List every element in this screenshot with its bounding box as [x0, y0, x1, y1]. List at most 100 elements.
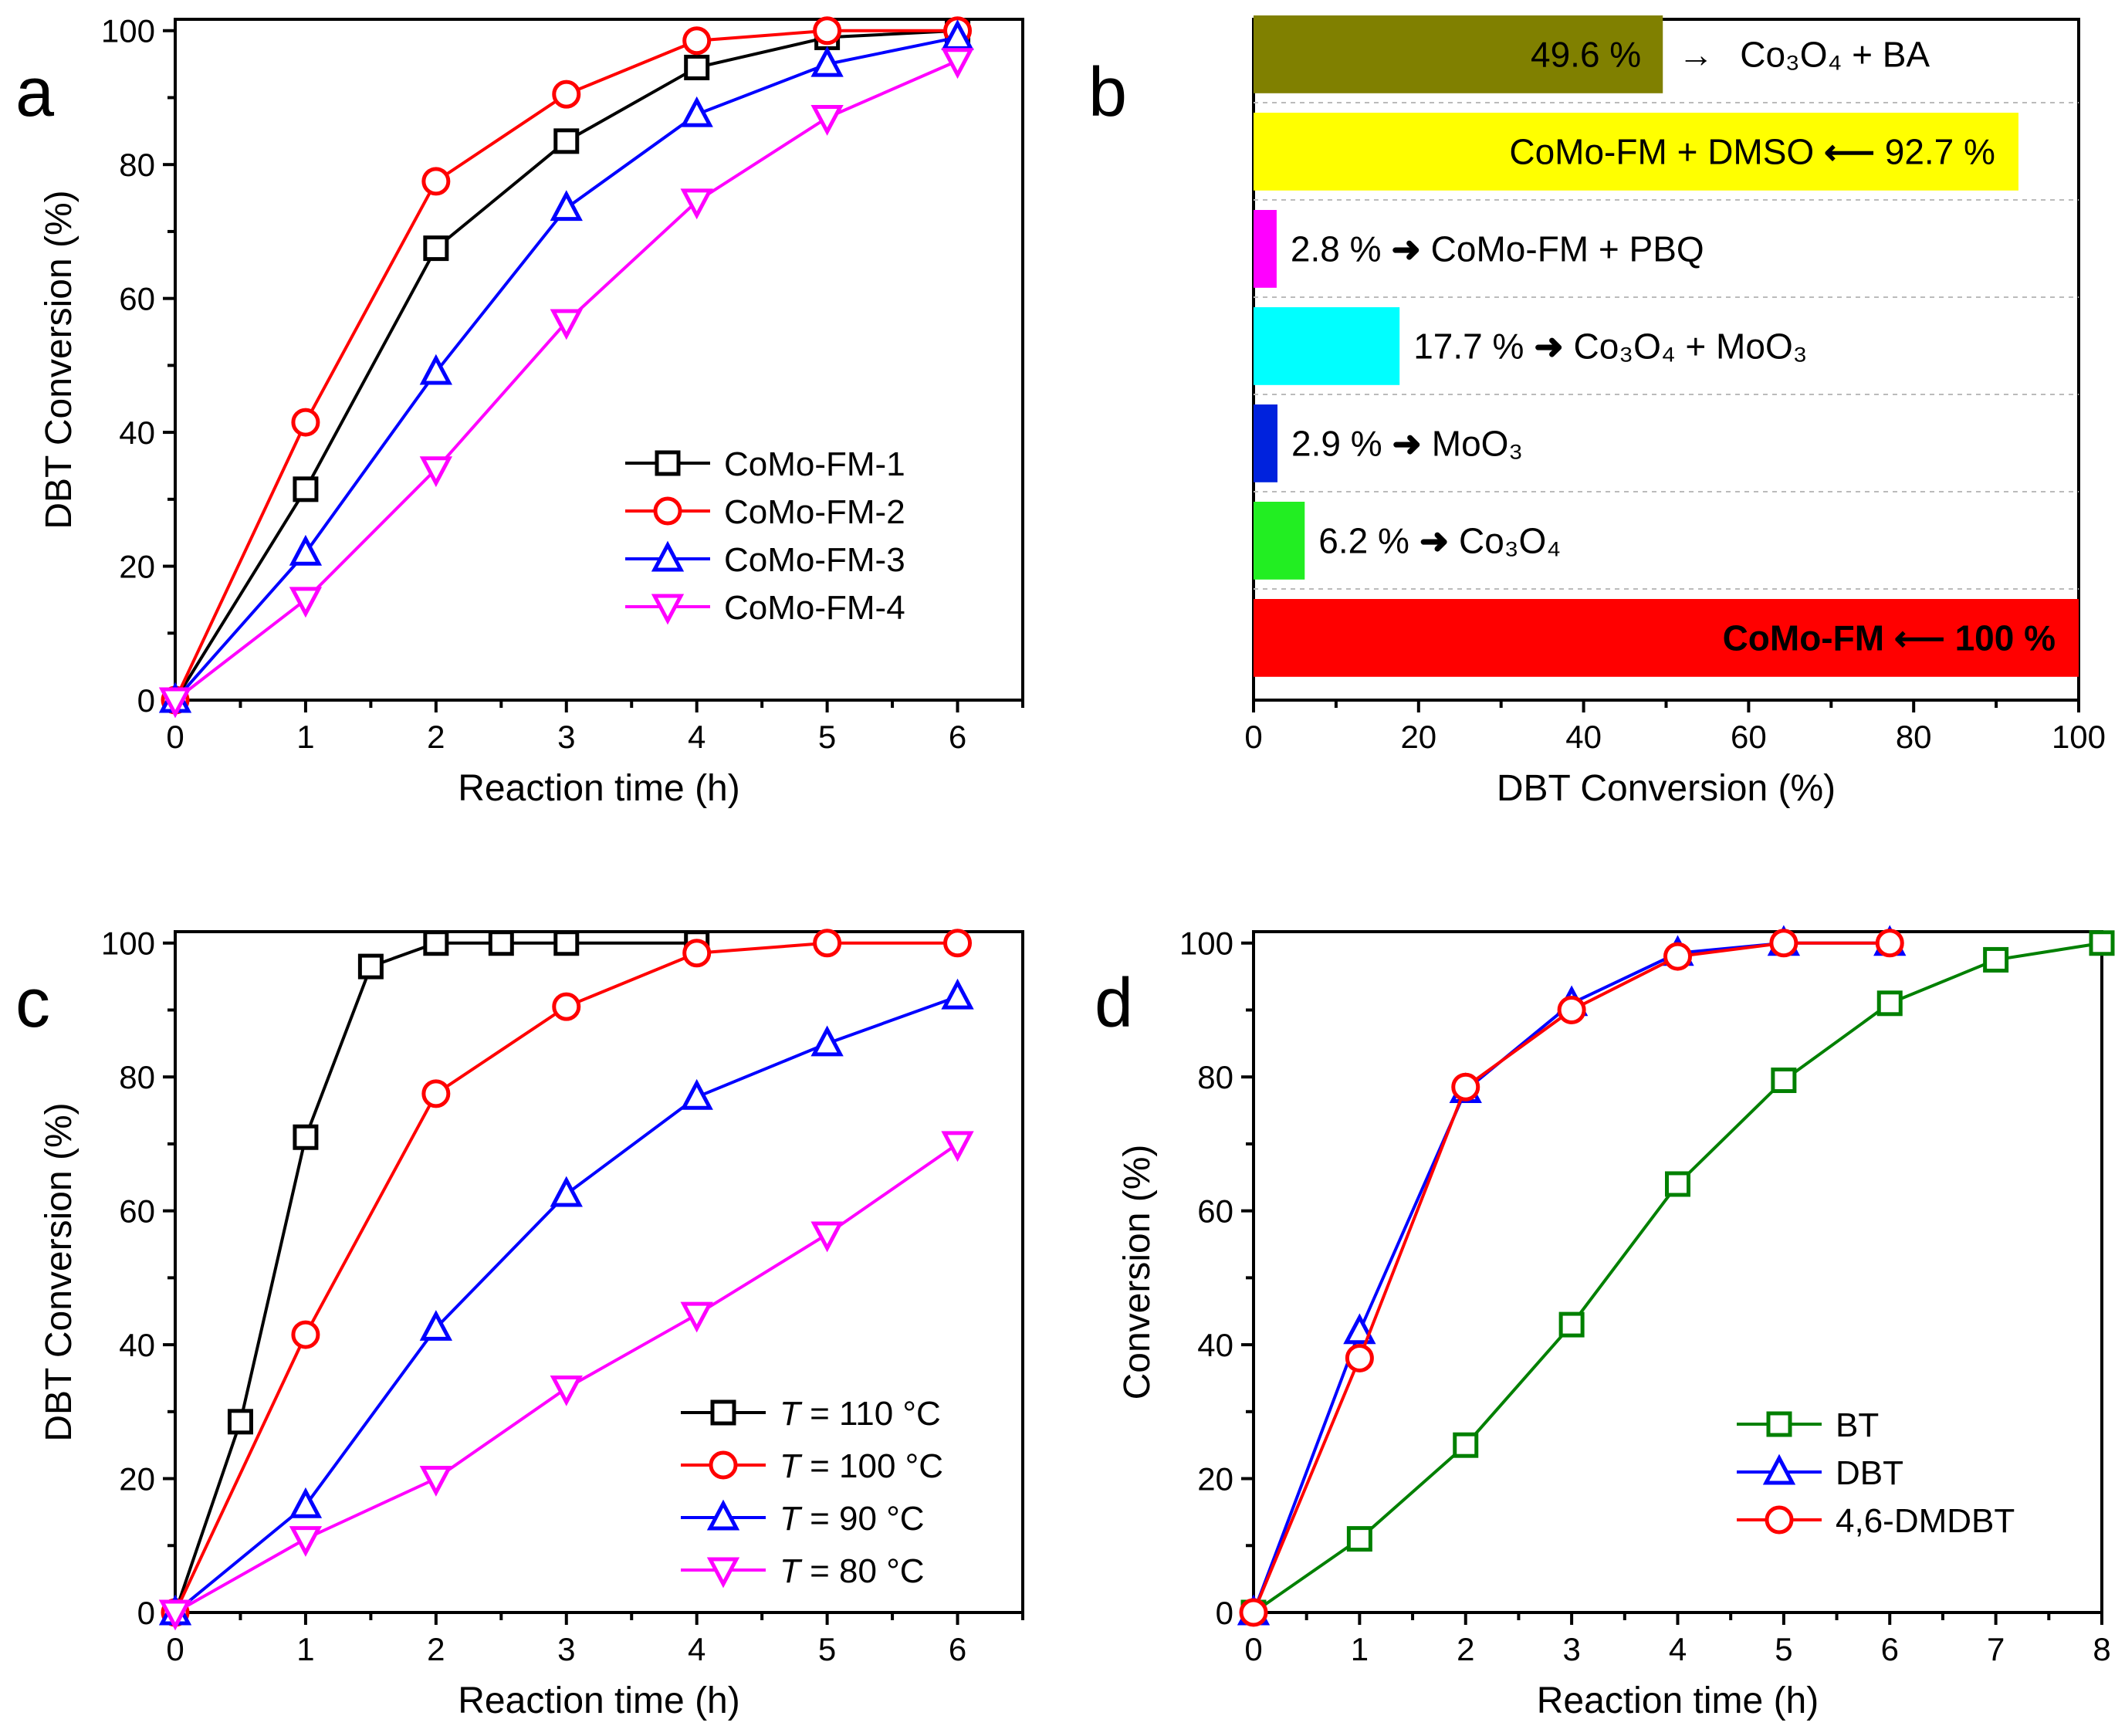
x-tick-label: 8	[2093, 1631, 2110, 1667]
y-axis-title: Conversion (%)	[1117, 1145, 1158, 1400]
bar-category-label: MoO₃	[1432, 423, 1523, 463]
bar	[1254, 15, 1663, 93]
x-tick-label: 3	[557, 719, 575, 755]
series-4-6-dmdbt	[1239, 929, 1904, 1627]
y-axis-title: DBT Conversion (%)	[39, 190, 80, 529]
data-point	[1558, 1311, 1585, 1338]
y-tick-label: 40	[1197, 1327, 1233, 1363]
y-tick-label: 100	[101, 13, 155, 49]
bar-category-label: Co₃O₄ + BA	[1740, 34, 1930, 74]
data-point	[419, 456, 453, 488]
data-point	[1875, 929, 1904, 958]
x-tick-label: 1	[296, 1631, 314, 1667]
data-point	[289, 1526, 323, 1557]
y-tick-label: 100	[1179, 926, 1233, 962]
legend-entry: T = 100 °C	[780, 1447, 943, 1485]
data-point	[2089, 930, 2115, 956]
arrow-icon: ➜	[1419, 520, 1459, 560]
bar-category-label: Co₃O₄	[1459, 520, 1561, 560]
legend-entry: T = 110 °C	[780, 1395, 941, 1433]
data-point	[1665, 1171, 1690, 1197]
panel-b: b 0 20 40 60 80 100 DBT Conversion (%) 49.6 % → Co…	[1088, 15, 2106, 809]
data-point	[1983, 946, 2009, 973]
data-point	[941, 48, 974, 80]
y-tick-label: 40	[119, 1327, 155, 1363]
bar-group: 6.2 % ➜ Co₃O₄	[1254, 502, 1561, 580]
legend-marker	[710, 1399, 736, 1426]
bar-annotation: CoMo-FM + DMSO ⟵ 92.7 %	[1509, 131, 1995, 171]
y-tick-label: 0	[1216, 1595, 1233, 1631]
data-point	[550, 1375, 583, 1406]
x-tick-label: 5	[1775, 1631, 1792, 1667]
x-tick-label: 2	[427, 1631, 445, 1667]
bar-group: 2.8 % ➜ CoMo-FM + PBQ	[1254, 210, 1704, 288]
data-point	[810, 104, 844, 136]
data-point	[419, 1466, 453, 1497]
x-tick-label: 60	[1731, 719, 1767, 755]
data-point	[419, 354, 453, 385]
x-tick-label: 20	[1400, 719, 1436, 755]
legend: BT DBT 4,6-DMDBT	[1737, 1406, 2015, 1540]
y-tick-label: 40	[119, 415, 155, 451]
bar	[1254, 113, 2018, 191]
data-point	[1557, 995, 1586, 1024]
legend-entry: BT	[1836, 1406, 1879, 1444]
data-point	[1239, 1598, 1268, 1627]
data-point	[680, 188, 713, 220]
data-point	[682, 939, 712, 968]
x-tick-label: 6	[949, 1631, 966, 1667]
y-tick-label: 20	[119, 1461, 155, 1497]
data-point	[1453, 1432, 1479, 1458]
panel-d: d 0 1 2 3 4 5 6 7 8 Reaction time (h) 0 20 40 60 80 100 C…	[1095, 925, 2115, 1721]
y-tick-label: 60	[119, 281, 155, 317]
bar	[1254, 502, 1305, 580]
x-tick-label: 2	[427, 719, 445, 755]
x-axis-title: DBT Conversion (%)	[1497, 768, 1836, 809]
y-tick-label: 80	[119, 147, 155, 183]
bar-value-label: 49.6 %	[1531, 34, 1641, 74]
legend-marker	[651, 594, 685, 625]
arrow-icon: ➜	[1392, 423, 1431, 463]
series-bt	[1240, 930, 2115, 1626]
bar-group: 17.7 % ➜ Co₃O₄ + MoO₃	[1254, 307, 1807, 385]
data-point	[1876, 990, 1903, 1017]
bar-annotation: CoMo-FM ⟵ 100 %	[1723, 618, 2056, 658]
legend-marker	[1766, 1411, 1792, 1437]
y-axis-title: DBT Conversion (%)	[39, 1102, 80, 1441]
bar	[1254, 210, 1277, 288]
x-tick-label: 0	[1244, 719, 1262, 755]
bar-category-label: CoMo-FM + PBQ	[1431, 228, 1704, 269]
legend: CoMo-FM-1 CoMo-FM-2 CoMo-FM-3 CoMo-FM-4	[625, 445, 905, 627]
x-tick-label: 3	[1562, 1631, 1580, 1667]
x-tick-label: 0	[1244, 1631, 1262, 1667]
panel-label: b	[1088, 54, 1127, 131]
bar-value-label: 100 %	[1955, 618, 2056, 658]
y-tick-label: 80	[1197, 1059, 1233, 1095]
data-point	[943, 929, 973, 958]
data-point	[813, 16, 842, 46]
x-tick-label: 5	[818, 719, 836, 755]
data-point	[813, 929, 842, 958]
y-tick-label: 100	[101, 926, 155, 962]
legend-entry: CoMo-FM-3	[724, 541, 905, 579]
bar-group: CoMo-FM + DMSO ⟵ 92.7 %	[1254, 113, 2018, 191]
x-tick-label: 0	[166, 1631, 184, 1667]
x-tick-label: 2	[1457, 1631, 1474, 1667]
bar-value-label: 6.2 %	[1318, 520, 1419, 560]
panel-label: a	[15, 54, 55, 131]
x-axis-title: Reaction time (h)	[458, 1680, 739, 1721]
data-point	[941, 978, 974, 1010]
bar	[1254, 404, 1278, 482]
bar-value-label: 2.9 %	[1291, 423, 1392, 463]
data-point	[291, 408, 320, 437]
legend-entry: 4,6-DMDBT	[1836, 1502, 2015, 1540]
x-axis-title: Reaction time (h)	[458, 768, 739, 809]
data-point	[227, 1409, 253, 1435]
x-tick-label: 100	[2052, 719, 2106, 755]
data-point	[423, 235, 449, 262]
data-point	[423, 930, 449, 956]
bar-annotation: 17.7 % ➜ Co₃O₄ + MoO₃	[1413, 326, 1807, 366]
data-point	[553, 128, 580, 154]
series-como-fm-4	[158, 48, 974, 719]
